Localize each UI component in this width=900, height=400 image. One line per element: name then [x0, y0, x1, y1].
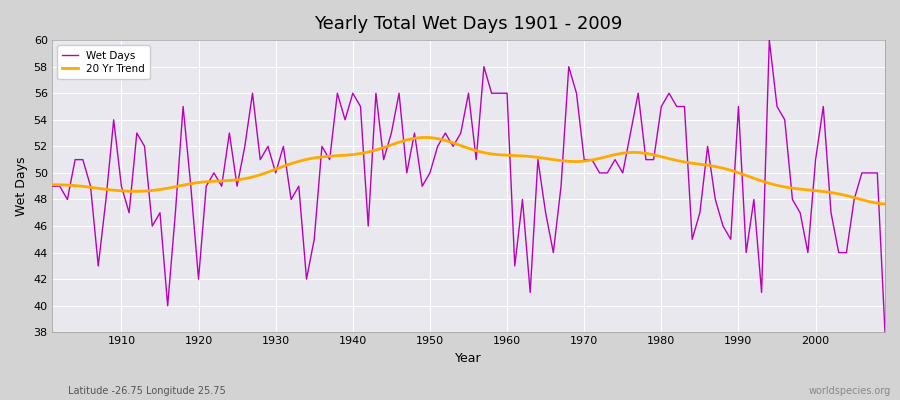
Wet Days — [47, 184, 58, 188]
20 Yr Trend — [47, 182, 58, 187]
20 Yr Trend — [324, 154, 335, 159]
Wet Days — [494, 91, 505, 96]
20 Yr Trend — [509, 153, 520, 158]
Line: 20 Yr Trend: 20 Yr Trend — [52, 138, 885, 204]
Legend: Wet Days, 20 Yr Trend: Wet Days, 20 Yr Trend — [58, 45, 150, 79]
20 Yr Trend — [108, 188, 119, 193]
Wet Days — [594, 170, 605, 175]
20 Yr Trend — [501, 153, 512, 158]
20 Yr Trend — [278, 164, 289, 169]
Title: Yearly Total Wet Days 1901 - 2009: Yearly Total Wet Days 1901 - 2009 — [314, 15, 623, 33]
Y-axis label: Wet Days: Wet Days — [15, 156, 28, 216]
Wet Days — [278, 144, 289, 149]
Wet Days — [324, 157, 335, 162]
20 Yr Trend — [602, 154, 613, 159]
Wet Days — [108, 117, 119, 122]
20 Yr Trend — [417, 135, 428, 140]
X-axis label: Year: Year — [455, 352, 482, 365]
Wet Days — [879, 330, 890, 335]
Line: Wet Days: Wet Days — [52, 40, 885, 332]
20 Yr Trend — [879, 202, 890, 206]
Text: Latitude -26.75 Longitude 25.75: Latitude -26.75 Longitude 25.75 — [68, 386, 225, 396]
Wet Days — [764, 38, 775, 42]
Text: worldspecies.org: worldspecies.org — [809, 386, 891, 396]
Wet Days — [501, 91, 512, 96]
